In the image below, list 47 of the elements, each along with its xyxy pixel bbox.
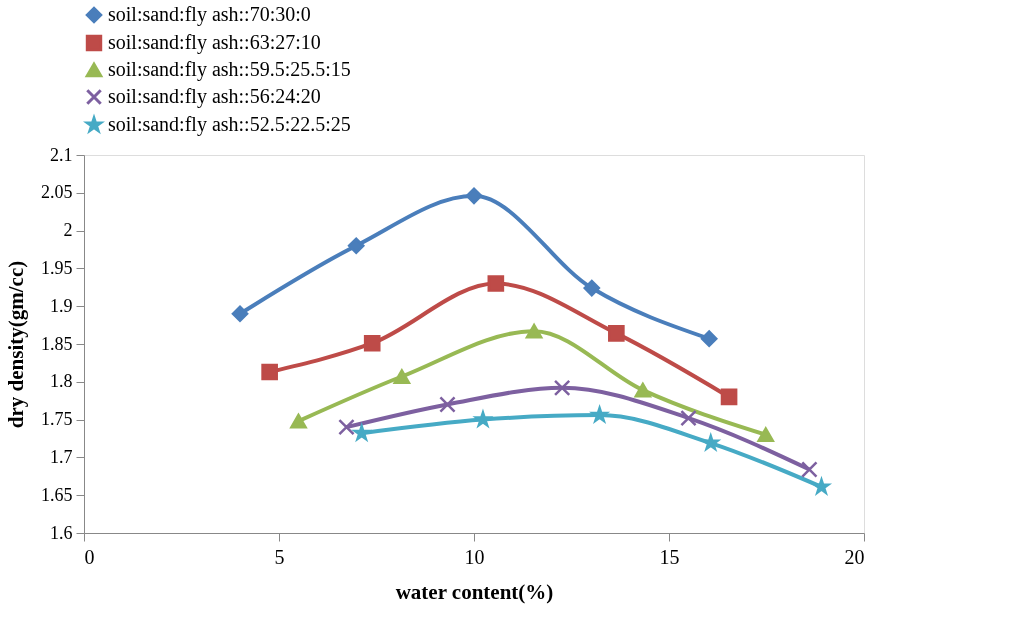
point <box>680 409 697 427</box>
y-tick-label: 1.95 <box>41 257 73 278</box>
point <box>439 396 456 413</box>
y-tick-label: 1.8 <box>50 371 73 392</box>
y-tick-label: 1.75 <box>41 409 73 430</box>
point <box>290 413 307 429</box>
y-tick-label: 1.7 <box>50 446 73 467</box>
y-tick-label: 1.65 <box>41 484 73 505</box>
point <box>702 432 721 452</box>
point <box>487 275 505 292</box>
point <box>634 382 652 398</box>
point <box>589 404 610 424</box>
legend-label: soil:sand:fly ash::70:30:0 <box>108 3 311 26</box>
point <box>338 418 355 436</box>
point <box>608 325 625 342</box>
y-tick-label: 2.1 <box>50 144 73 165</box>
point <box>583 279 601 297</box>
point <box>553 379 571 397</box>
point <box>261 363 278 381</box>
y-tick-label: 1.6 <box>50 522 73 543</box>
legend-label: soil:sand:fly ash::63:27:10 <box>108 31 321 54</box>
y-tick-label: 1.85 <box>41 333 73 354</box>
legend-label: soil:sand:fly ash::52.5:22.5:25 <box>108 113 351 136</box>
x-tick-label: 5 <box>274 545 285 568</box>
point <box>700 330 718 348</box>
y-tick-label: 2 <box>63 220 73 241</box>
point <box>351 422 372 443</box>
point <box>757 427 775 443</box>
point <box>525 323 543 339</box>
point <box>801 461 818 478</box>
x-tick-label: 10 <box>464 545 485 568</box>
point <box>347 237 365 255</box>
point <box>813 476 832 496</box>
x-tick-label: 15 <box>659 545 680 568</box>
y-tick-label: 1.9 <box>50 295 73 316</box>
x-tick-label: 20 <box>844 545 865 568</box>
point <box>231 305 249 323</box>
legend-label: soil:sand:fly ash::59.5:25.5:15 <box>108 58 351 81</box>
point <box>393 369 411 384</box>
y-axis-title: dry density(gm/cc) <box>4 260 28 429</box>
x-tick-label: 0 <box>84 545 95 568</box>
point <box>720 388 738 406</box>
legend-label: soil:sand:fly ash::56:24:20 <box>108 85 321 108</box>
y-tick-label: 2.05 <box>41 182 73 203</box>
x-axis-title: water content(%) <box>395 579 554 604</box>
point <box>465 187 483 205</box>
point <box>363 334 381 352</box>
